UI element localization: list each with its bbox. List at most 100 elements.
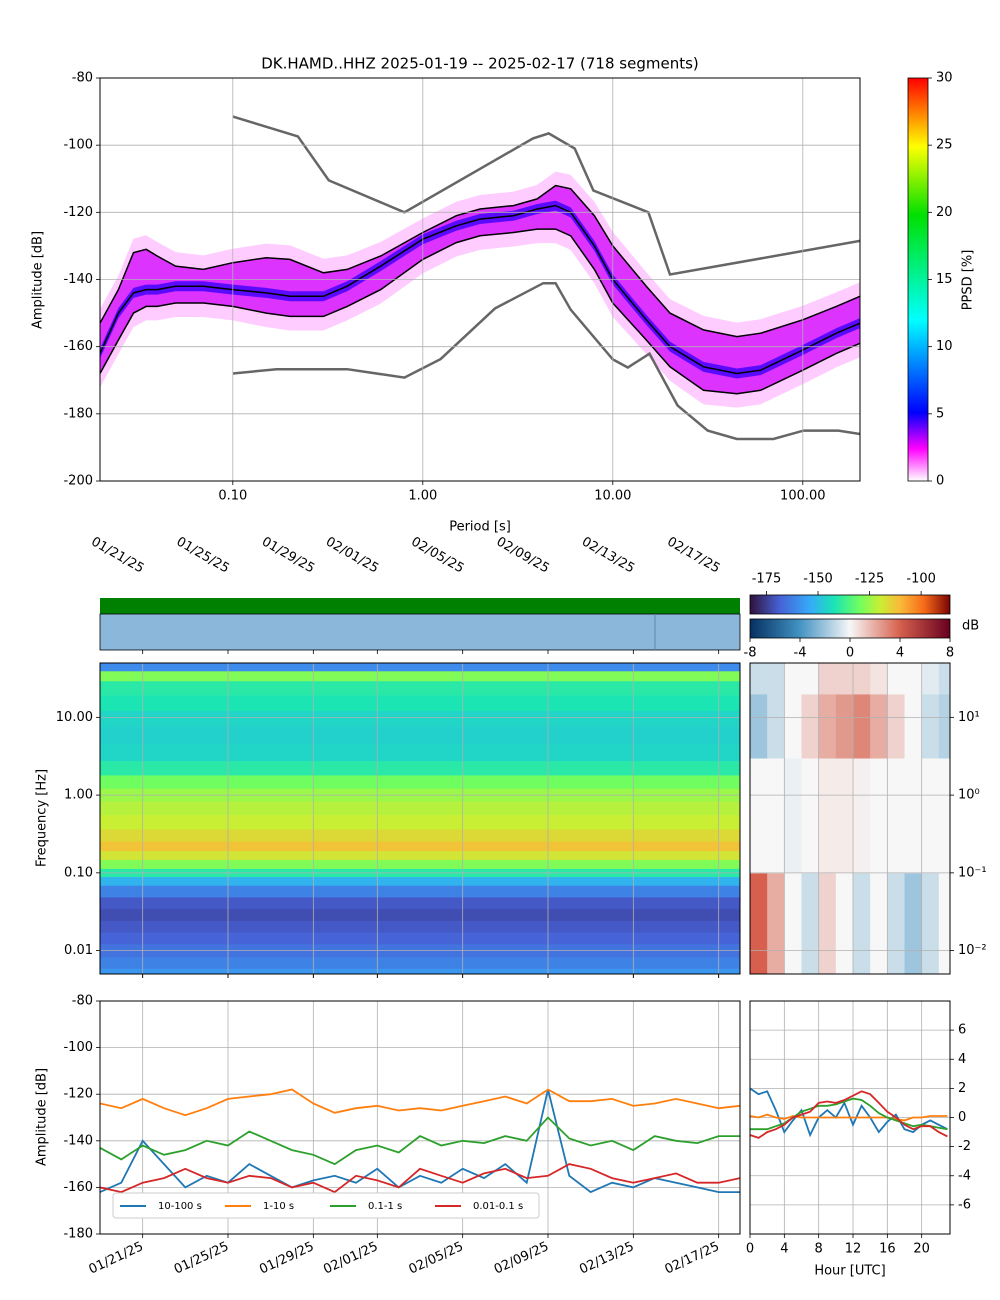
difference-cell — [801, 872, 820, 974]
segment-coverage — [99, 613, 741, 651]
spectrogram-cell — [100, 828, 740, 842]
difference-cell — [938, 663, 950, 695]
spectrogram-cell — [100, 801, 740, 816]
spectrogram-cell — [100, 774, 740, 789]
x-tick-label: 1.00 — [408, 489, 437, 504]
plot-frame — [99, 77, 861, 482]
x-axis-label: Hour [UTC] — [814, 1264, 885, 1279]
difference-cell — [938, 757, 950, 874]
difference-cell — [870, 757, 888, 874]
y-tick-label: 0 — [958, 1110, 966, 1125]
y-tick-label: 10⁰ — [958, 788, 980, 803]
difference-cell — [801, 663, 820, 695]
difference-cell — [835, 757, 854, 874]
x-tick-label: 01/25/25 — [174, 534, 232, 576]
x-tick-label: 10.00 — [594, 489, 631, 504]
difference-cell — [887, 757, 906, 874]
colorbar — [749, 594, 951, 615]
colorbar-tick-label: 0 — [846, 646, 854, 661]
y-axis-label: Amplitude [dB] — [31, 231, 46, 329]
y-tick-label: -180 — [63, 406, 93, 421]
difference-cell — [835, 663, 854, 695]
difference-cell — [938, 693, 950, 759]
plot-frame — [99, 1000, 741, 1235]
spectrogram-cell — [100, 968, 740, 974]
legend-label: 10-100 s — [158, 1201, 202, 1212]
difference-cell — [853, 663, 871, 695]
legend-label: 1-10 s — [263, 1201, 294, 1212]
difference-cell — [767, 872, 785, 974]
difference-cell — [870, 872, 888, 974]
y-tick-label: -100 — [63, 1040, 93, 1055]
legend-label: 0.01-0.1 s — [473, 1201, 523, 1212]
x-tick-label: 02/05/25 — [407, 1239, 466, 1277]
x-tick-label: 0.10 — [218, 489, 247, 504]
y-tick-label: -160 — [63, 1180, 93, 1195]
difference-cell — [853, 872, 871, 974]
series-line — [750, 1087, 948, 1138]
y-tick-label: -100 — [63, 138, 93, 153]
colorbar — [907, 77, 929, 482]
difference-cell — [921, 693, 940, 759]
difference-cell — [750, 693, 768, 759]
colorbar-tick-label: -175 — [752, 572, 782, 587]
x-tick-label: 01/21/25 — [87, 1239, 146, 1277]
difference-cell — [887, 663, 906, 695]
difference-cell — [887, 693, 906, 759]
series-line — [100, 1163, 740, 1194]
y-axis-label: Frequency [Hz] — [35, 769, 50, 867]
plot-area — [100, 663, 740, 974]
colorbar-tick-label: 8 — [946, 646, 954, 661]
series-line — [100, 1088, 740, 1117]
y-tick-label: 10¹ — [958, 710, 980, 725]
difference-cell — [853, 757, 871, 874]
y-tick-label: 10.00 — [56, 710, 93, 725]
x-tick-label: 02/01/25 — [321, 1239, 380, 1277]
y-tick-label: -200 — [63, 474, 93, 489]
x-tick-label: 02/17/25 — [664, 534, 722, 576]
spectrogram-cell — [100, 710, 740, 727]
colorbar-tick-label: 5 — [936, 406, 944, 421]
x-tick-label: 02/09/25 — [492, 1239, 551, 1277]
x-tick-label: 16 — [879, 1242, 896, 1257]
y-tick-label: 4 — [958, 1052, 966, 1067]
difference-cell — [784, 693, 803, 759]
y-tick-label: -6 — [958, 1197, 971, 1212]
x-tick-label: 02/01/25 — [323, 534, 381, 576]
spectrogram-cell — [100, 896, 740, 910]
x-tick-label: 02/05/25 — [408, 534, 466, 576]
percentile-line — [100, 228, 860, 395]
spectrogram-cell — [100, 695, 740, 711]
difference-cell — [750, 872, 768, 974]
spectrogram-cell — [100, 908, 740, 921]
plot-area — [100, 115, 860, 441]
x-tick-label: 02/17/25 — [663, 1239, 722, 1277]
difference-cell — [904, 872, 923, 974]
x-tick-label: 8 — [815, 1242, 823, 1257]
colorbar-tick-label: -4 — [794, 646, 807, 661]
y-tick-label: 0.01 — [64, 943, 93, 958]
y-tick-label: 10⁻² — [958, 943, 987, 958]
difference-cell — [750, 757, 768, 874]
spectrogram-cell — [100, 876, 740, 886]
legend-label: 0.1-1 s — [368, 1201, 402, 1212]
colorbar-tick-label: 0 — [936, 474, 944, 489]
difference-cell — [818, 757, 837, 874]
y-tick-label: -4 — [958, 1168, 971, 1183]
y-tick-label: -180 — [63, 1227, 93, 1242]
difference-cell — [784, 757, 803, 874]
spectrogram-cell — [100, 814, 740, 830]
density-mode — [100, 200, 860, 379]
colorbar-tick-label: 10 — [936, 339, 953, 354]
y-tick-label: 2 — [958, 1081, 966, 1096]
difference-cell — [921, 872, 940, 974]
difference-cell — [921, 757, 940, 874]
series-line — [100, 1116, 740, 1166]
x-tick-label: 01/29/25 — [259, 534, 317, 576]
chart-title: DK.HAMD..HHZ 2025-01-19 -- 2025-02-17 (7… — [261, 55, 699, 73]
difference-cell — [767, 693, 785, 759]
y-tick-label: -80 — [72, 994, 93, 1009]
x-tick-label: 100.00 — [780, 489, 826, 504]
percentile-line — [100, 204, 860, 375]
colorbar-tick-label: 20 — [936, 205, 953, 220]
